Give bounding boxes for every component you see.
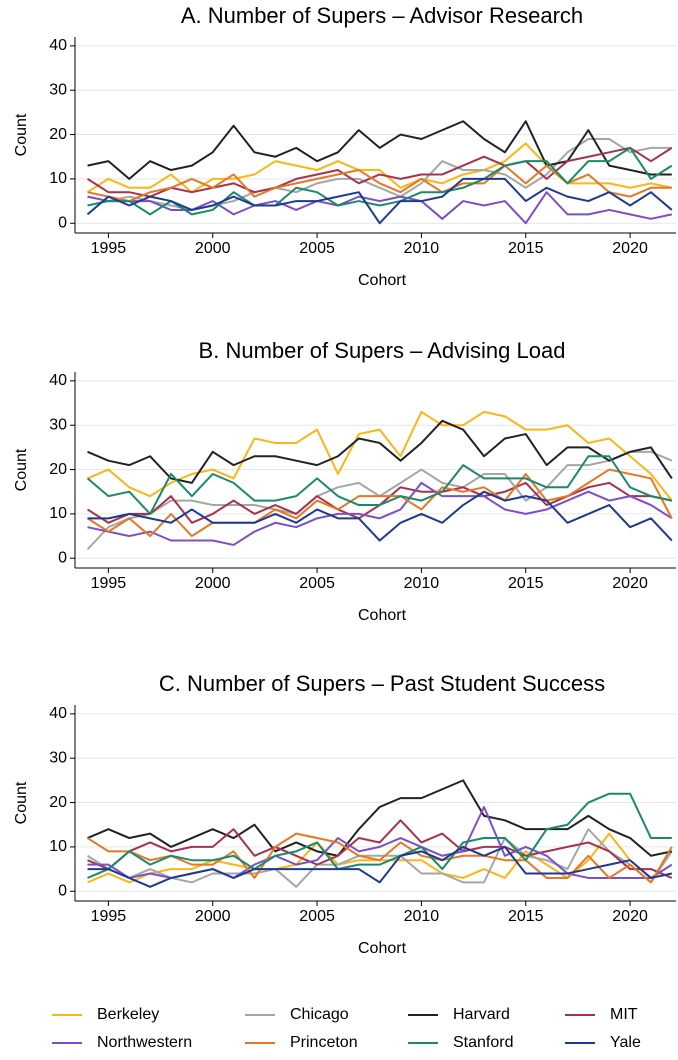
series-line bbox=[87, 779, 673, 857]
y-tick-label: 0 bbox=[58, 214, 67, 231]
legend-label: Berkeley bbox=[97, 1006, 159, 1023]
panel-title: A. Number of Supers – Advisor Research bbox=[181, 3, 583, 28]
x-tick-label: 2005 bbox=[299, 575, 335, 592]
x-tick-label: 2005 bbox=[299, 240, 335, 257]
series-line bbox=[87, 146, 673, 216]
series-line bbox=[86, 468, 673, 538]
series-line bbox=[87, 164, 672, 203]
series-line bbox=[86, 177, 673, 225]
series-line bbox=[86, 455, 673, 515]
y-tick-label: 20 bbox=[49, 461, 67, 478]
series-line bbox=[87, 191, 673, 225]
series-line bbox=[87, 819, 673, 879]
series-line bbox=[87, 137, 672, 211]
series-line bbox=[87, 792, 672, 879]
x-tick-label: 1995 bbox=[91, 240, 127, 257]
series-line bbox=[87, 419, 673, 484]
x-tick-label: 2000 bbox=[195, 908, 231, 925]
x-tick-label: 2020 bbox=[612, 240, 648, 257]
y-tick-label: 0 bbox=[58, 549, 67, 566]
x-tick-label: 2015 bbox=[508, 908, 544, 925]
series-line bbox=[86, 828, 673, 888]
y-tick-label: 30 bbox=[49, 749, 67, 766]
x-tick-label: 2015 bbox=[508, 240, 544, 257]
y-tick-label: 40 bbox=[49, 705, 67, 722]
x-tick-label: 2000 bbox=[195, 240, 231, 257]
series-line bbox=[86, 142, 673, 194]
y-axis-label: Count bbox=[13, 113, 30, 156]
y-tick-label: 20 bbox=[49, 794, 67, 811]
y-tick-label: 30 bbox=[49, 416, 67, 433]
x-axis-label: Cohort bbox=[358, 272, 407, 289]
legend-label: Northwestern bbox=[97, 1034, 192, 1051]
series-line bbox=[87, 845, 673, 888]
legend-label: Yale bbox=[610, 1034, 641, 1051]
y-tick-label: 0 bbox=[58, 882, 67, 899]
series-line bbox=[86, 832, 673, 884]
y-tick-label: 20 bbox=[49, 126, 67, 143]
y-tick-label: 10 bbox=[49, 838, 67, 855]
x-tick-label: 2000 bbox=[195, 575, 231, 592]
x-tick-label: 1995 bbox=[91, 575, 127, 592]
legend-label: Chicago bbox=[290, 1006, 349, 1023]
series-line bbox=[86, 146, 673, 198]
x-tick-label: 2010 bbox=[404, 575, 440, 592]
x-tick-label: 2015 bbox=[508, 575, 544, 592]
legend-label: Princeton bbox=[290, 1034, 358, 1051]
series-line bbox=[87, 481, 673, 546]
series-line bbox=[86, 481, 673, 524]
series-line bbox=[87, 410, 673, 502]
x-axis-label: Cohort bbox=[358, 607, 407, 624]
x-tick-label: 2020 bbox=[612, 908, 648, 925]
panel-title: B. Number of Supers – Advising Load bbox=[199, 338, 566, 363]
y-axis-label: Count bbox=[13, 448, 30, 491]
legend-label: Stanford bbox=[453, 1034, 513, 1051]
x-axis-label: Cohort bbox=[358, 940, 407, 957]
legend-label: MIT bbox=[610, 1006, 638, 1023]
y-axis-label: Count bbox=[13, 781, 30, 824]
x-tick-label: 1995 bbox=[91, 908, 127, 925]
x-tick-label: 2010 bbox=[404, 240, 440, 257]
y-tick-label: 40 bbox=[49, 37, 67, 54]
y-tick-label: 10 bbox=[49, 505, 67, 522]
x-tick-label: 2020 bbox=[612, 575, 648, 592]
legend-label: Harvard bbox=[453, 1006, 510, 1023]
x-tick-label: 2010 bbox=[404, 908, 440, 925]
y-tick-label: 40 bbox=[49, 372, 67, 389]
series-line bbox=[87, 120, 672, 180]
y-tick-label: 10 bbox=[49, 170, 67, 187]
y-tick-label: 30 bbox=[49, 81, 67, 98]
series-line bbox=[87, 490, 673, 542]
x-tick-label: 2005 bbox=[299, 908, 335, 925]
panel-title: C. Number of Supers – Past Student Succe… bbox=[159, 671, 605, 696]
